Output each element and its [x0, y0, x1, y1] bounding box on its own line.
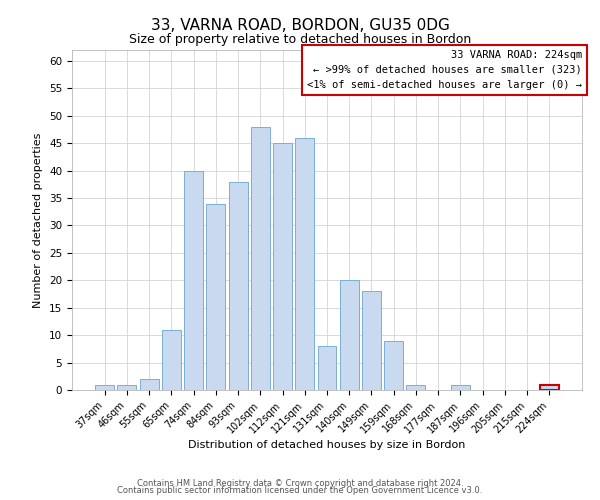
Text: 33 VARNA ROAD: 224sqm
← >99% of detached houses are smaller (323)
<1% of semi-de: 33 VARNA ROAD: 224sqm ← >99% of detached… — [307, 50, 582, 90]
Bar — [162, 330, 181, 390]
Text: 33, VARNA ROAD, BORDON, GU35 0DG: 33, VARNA ROAD, BORDON, GU35 0DG — [151, 18, 449, 32]
Bar — [95, 384, 114, 390]
Bar — [184, 170, 203, 390]
Bar — [384, 340, 403, 390]
Text: Size of property relative to detached houses in Bordon: Size of property relative to detached ho… — [129, 32, 471, 46]
Text: Contains public sector information licensed under the Open Government Licence v3: Contains public sector information licen… — [118, 486, 482, 495]
Bar — [317, 346, 337, 390]
Bar — [406, 384, 425, 390]
Y-axis label: Number of detached properties: Number of detached properties — [34, 132, 43, 308]
Bar — [206, 204, 225, 390]
Bar — [451, 384, 470, 390]
Bar — [229, 182, 248, 390]
Bar — [340, 280, 359, 390]
Bar — [140, 379, 158, 390]
Bar — [362, 292, 381, 390]
X-axis label: Distribution of detached houses by size in Bordon: Distribution of detached houses by size … — [188, 440, 466, 450]
Bar — [251, 127, 270, 390]
Bar — [540, 384, 559, 390]
Bar — [273, 143, 292, 390]
Text: Contains HM Land Registry data © Crown copyright and database right 2024.: Contains HM Land Registry data © Crown c… — [137, 478, 463, 488]
Bar — [118, 384, 136, 390]
Bar — [295, 138, 314, 390]
